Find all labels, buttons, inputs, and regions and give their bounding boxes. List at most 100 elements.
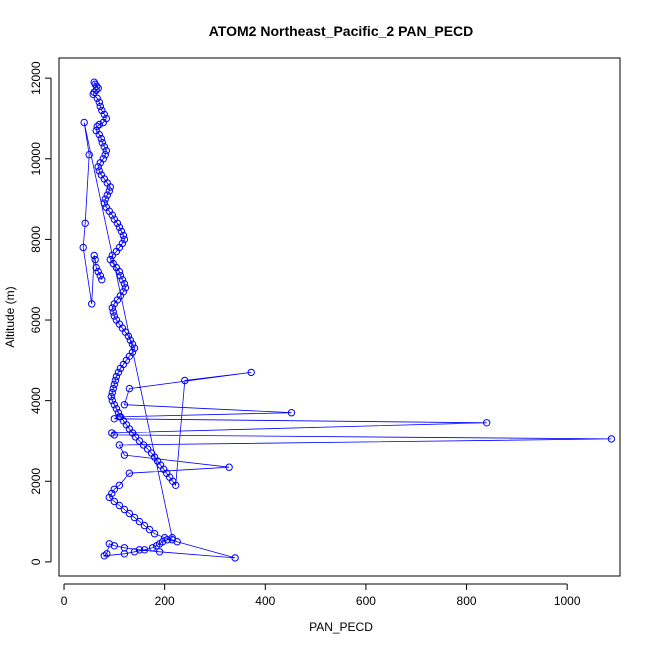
data-point <box>85 151 93 159</box>
y-axis: 0 2000 4000 6000 8000 10000 12000 <box>29 61 52 565</box>
data-point <box>94 84 102 92</box>
data-point <box>119 231 128 240</box>
x-tick-label: 1000 <box>554 594 581 608</box>
data-point <box>125 469 134 477</box>
data-point <box>120 451 129 459</box>
data-point <box>112 372 121 381</box>
data-point <box>110 312 119 320</box>
data-point <box>135 517 144 526</box>
data-point <box>111 376 120 385</box>
data-point <box>96 272 105 280</box>
data-point <box>135 546 144 554</box>
series-layer <box>79 78 616 562</box>
data-point <box>81 219 89 228</box>
data-point <box>120 505 129 514</box>
y-tick-label: 8000 <box>29 226 43 253</box>
data-point <box>126 336 135 344</box>
data-point <box>105 493 114 502</box>
data-point <box>100 552 109 560</box>
data-point <box>105 540 114 548</box>
series-line <box>82 82 612 559</box>
data-point <box>135 437 144 445</box>
data-point <box>110 542 119 550</box>
data-point <box>112 405 121 413</box>
data-point <box>107 392 116 401</box>
y-tick-label: 2000 <box>29 468 43 495</box>
x-tick-label: 600 <box>356 594 376 608</box>
data-point <box>92 263 100 272</box>
data-point <box>106 183 115 191</box>
data-point <box>128 340 137 348</box>
x-tick-label: 0 <box>61 594 68 608</box>
data-point <box>155 548 164 556</box>
data-point <box>89 90 97 99</box>
data-point <box>287 409 296 417</box>
data-point <box>110 497 119 506</box>
data-point <box>130 344 139 352</box>
data-point <box>108 251 117 260</box>
data-point <box>114 368 123 377</box>
data-point <box>130 548 139 556</box>
data-point <box>108 429 116 437</box>
data-point <box>115 223 124 232</box>
data-point <box>94 267 102 276</box>
data-point <box>145 525 154 534</box>
data-point <box>163 536 171 544</box>
data-point <box>95 130 104 139</box>
data-point <box>102 147 111 155</box>
chart-title: ATOM2 Northeast_Pacific_2 PAN_PECD <box>209 23 474 39</box>
data-point <box>115 481 124 489</box>
data-point <box>181 376 189 385</box>
data-point <box>125 509 134 518</box>
data-point <box>105 187 114 195</box>
data-point <box>130 513 139 522</box>
x-axis-label: PAN_PECD <box>309 620 373 634</box>
data-point <box>161 534 169 542</box>
data-point <box>225 463 233 471</box>
data-point <box>93 122 101 131</box>
data-point <box>109 308 118 316</box>
data-point <box>139 441 148 449</box>
data-point <box>125 384 134 393</box>
data-point <box>483 419 491 427</box>
data-point <box>121 284 130 292</box>
data-point <box>98 139 107 147</box>
data-point <box>103 550 111 558</box>
data-point <box>108 211 117 219</box>
data-point <box>108 396 117 405</box>
x-axis: 0 200 400 600 800 1000 <box>61 583 581 608</box>
y-tick-label: 4000 <box>29 387 43 414</box>
data-point <box>140 521 149 530</box>
data-point <box>131 433 140 441</box>
data-point <box>173 538 181 546</box>
data-point <box>109 384 118 393</box>
data-point <box>158 538 167 546</box>
data-point <box>100 199 109 207</box>
data-point <box>112 247 121 256</box>
data-point <box>99 118 108 127</box>
data-point <box>148 544 157 552</box>
data-point <box>110 431 119 439</box>
data-point <box>110 300 119 308</box>
data-point <box>108 489 116 498</box>
y-tick-label: 12000 <box>29 61 43 95</box>
data-point <box>140 546 149 554</box>
data-point <box>108 304 117 312</box>
data-point <box>98 276 106 284</box>
data-point <box>120 235 129 244</box>
data-point <box>101 195 110 203</box>
data-point <box>98 106 106 115</box>
y-tick-label: 0 <box>29 558 43 565</box>
data-point <box>124 332 133 340</box>
data-point <box>113 219 122 228</box>
data-point <box>247 368 255 377</box>
data-point <box>100 110 109 119</box>
data-point <box>607 435 616 443</box>
y-axis-label: Altitude (m) <box>3 286 17 347</box>
data-point <box>79 243 87 252</box>
data-point <box>120 401 129 409</box>
data-point <box>120 280 129 288</box>
data-point <box>168 534 176 542</box>
data-point <box>231 554 239 562</box>
data-point <box>115 501 124 510</box>
